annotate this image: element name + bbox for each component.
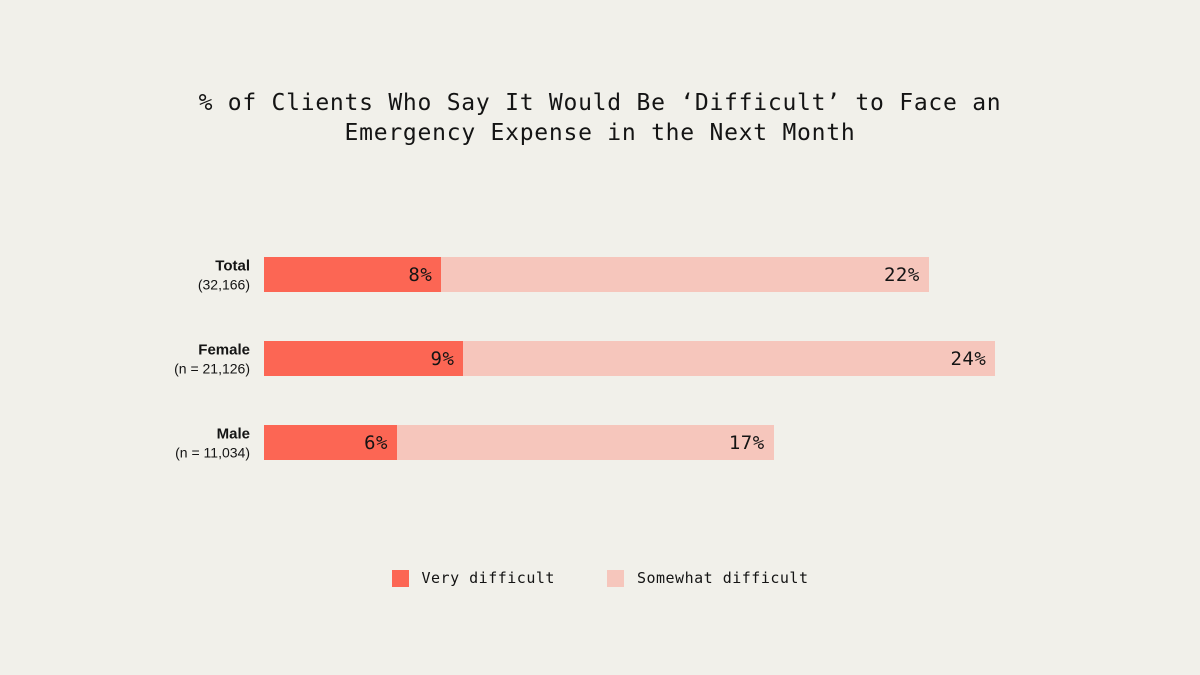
segment-very-difficult: 8% [264,257,442,292]
legend-item-very-difficult: Very difficult [391,569,555,587]
row-label-count: (n = 21,126) [174,360,250,376]
legend-item-somewhat-difficult: Somewhat difficult [606,569,809,587]
bar-row-male: Male (n = 11,034) 6% 17% [0,425,1200,460]
segment-value-label: 8% [408,263,433,286]
segment-value-label: 17% [728,431,765,454]
row-label-total: Total (32,166) [0,256,250,293]
stacked-bar-female: 9% 24% [264,341,996,376]
segment-very-difficult: 9% [264,341,464,376]
bar-row-female: Female (n = 21,126) 9% 24% [0,341,1200,376]
segment-somewhat-difficult: 22% [441,257,929,292]
chart-title: % of Clients Who Say It Would Be ‘Diffic… [0,88,1200,148]
row-label-male: Male (n = 11,034) [0,424,250,461]
row-label-name: Male [216,425,250,442]
chart-title-line-1: % of Clients Who Say It Would Be ‘Diffic… [198,90,1002,116]
row-label-name: Total [215,257,250,274]
segment-somewhat-difficult: 24% [463,341,996,376]
segment-value-label: 22% [883,263,920,286]
row-label-count: (n = 11,034) [175,444,250,460]
row-label-count: (32,166) [197,276,250,292]
bar-chart: Total (32,166) 8% 22% Female (n = 21,126… [0,257,1200,509]
segment-somewhat-difficult: 17% [396,425,774,460]
row-label-name: Female [198,341,250,358]
segment-very-difficult: 6% [264,425,397,460]
row-label-female: Female (n = 21,126) [0,340,250,377]
chart-title-line-2: Emergency Expense in the Next Month [344,120,856,146]
segment-value-label: 6% [364,431,388,454]
legend-swatch-somewhat-difficult-icon [606,569,624,587]
legend-label: Very difficult [421,569,555,587]
bar-row-total: Total (32,166) 8% 22% [0,257,1200,292]
stacked-bar-total: 8% 22% [264,257,929,292]
legend: Very difficult Somewhat difficult [0,569,1200,587]
segment-value-label: 24% [950,347,987,370]
legend-swatch-very-difficult-icon [391,569,409,587]
stacked-bar-male: 6% 17% [264,425,774,460]
segment-value-label: 9% [430,347,455,370]
legend-label: Somewhat difficult [636,569,809,587]
